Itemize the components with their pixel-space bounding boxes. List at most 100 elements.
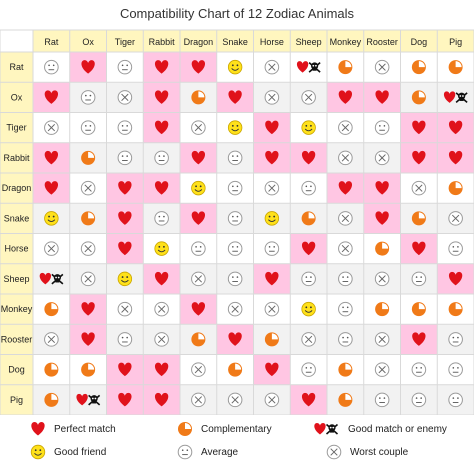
pie-chart-icon (375, 241, 390, 256)
cross-circle-icon (374, 271, 390, 287)
table-cell (400, 384, 438, 415)
table-cell (216, 82, 254, 113)
table-cell (437, 203, 474, 234)
cross-circle-icon (338, 241, 353, 256)
row-header: Rabbit (3, 153, 30, 163)
table-cell (363, 294, 401, 325)
table-cell (363, 233, 401, 264)
neutral-face-icon (177, 444, 193, 460)
column-header: Pig (449, 37, 462, 47)
legend-item-worst-couple: Worst couple (326, 444, 408, 460)
heart-icon (44, 181, 59, 195)
row-header-cell (0, 233, 33, 264)
table-cell (290, 52, 327, 83)
heart-icon (81, 332, 95, 346)
table-cell (180, 233, 217, 264)
cross-circle-icon (191, 120, 206, 135)
cross-circle-icon (264, 90, 280, 105)
heart-skull-icon (76, 393, 101, 406)
table-cell (106, 173, 144, 204)
heart-skull-icon (39, 272, 64, 285)
legend-label: Good match or enemy (348, 423, 447, 435)
legend-item-average: Average (177, 444, 238, 460)
column-header: Rooster (366, 37, 398, 47)
neutral-face-icon (227, 271, 243, 287)
table-cell (216, 263, 254, 294)
table-cell (253, 142, 291, 173)
pie-chart-icon (81, 211, 96, 226)
table-cell (253, 233, 291, 264)
pie-chart-icon (81, 362, 96, 377)
heart-icon (265, 271, 279, 286)
table-cell (290, 233, 327, 264)
heart-icon (265, 362, 279, 377)
row-header: Dragon (2, 183, 32, 193)
cross-circle-icon (374, 332, 390, 347)
cross-circle-icon (411, 180, 427, 196)
row-header: Snake (4, 213, 30, 223)
table-cell (290, 294, 327, 325)
table-cell (327, 324, 364, 355)
table-cell (290, 354, 327, 385)
table-cell (69, 324, 107, 355)
table-cell (437, 173, 474, 204)
table-cell (33, 233, 70, 264)
pie-chart-icon (375, 302, 390, 317)
table-cell (33, 263, 70, 294)
pie-chart-icon (44, 362, 59, 377)
row-header-cell (0, 354, 33, 385)
table-cell (33, 173, 70, 204)
table-cell (106, 82, 144, 113)
table-cell (216, 142, 254, 173)
smiley-face-icon (191, 180, 206, 196)
table-cell (33, 52, 70, 83)
pie-chart-icon (301, 211, 316, 226)
cross-circle-icon (264, 392, 280, 408)
heart-icon (375, 211, 389, 225)
table-cell (143, 203, 180, 234)
heart-icon (375, 90, 389, 104)
legend-label: Worst couple (350, 446, 409, 458)
table-cell (69, 354, 107, 385)
cross-circle-icon (191, 271, 206, 287)
table-cell (400, 203, 438, 234)
heart-icon (265, 150, 279, 165)
smiley-face-icon (227, 59, 243, 75)
table-cell (69, 294, 107, 325)
heart-icon (154, 181, 169, 195)
table-cell (69, 173, 107, 204)
table-cell (363, 52, 401, 83)
pie-chart-icon (338, 392, 353, 407)
table-cell (327, 354, 364, 385)
smiley-face-icon (44, 211, 59, 226)
heart-icon (31, 422, 45, 436)
heart-skull-icon (314, 423, 339, 435)
table-cell (363, 142, 401, 173)
table-cell (69, 112, 107, 143)
table-cell (327, 142, 364, 173)
table-cell (400, 263, 438, 294)
heart-icon (118, 211, 132, 225)
legend-label: Good friend (54, 446, 107, 458)
neutral-face-icon (448, 241, 463, 256)
neutral-face-icon (338, 301, 353, 317)
table-cell (180, 142, 217, 173)
row-header: Rooster (1, 334, 33, 344)
table-cell (437, 112, 474, 143)
row-header-cell (0, 203, 33, 234)
heart-icon (301, 241, 316, 256)
heart-icon (301, 392, 316, 407)
table-cell (180, 324, 217, 355)
pie-chart-icon (411, 211, 426, 226)
table-cell (253, 52, 291, 83)
neutral-face-icon (448, 362, 463, 377)
cross-circle-icon (44, 332, 59, 347)
cross-circle-icon (264, 59, 280, 75)
heart-icon (191, 302, 206, 316)
table-cell (400, 354, 438, 385)
legend-label: Complementary (201, 423, 272, 435)
cross-circle-icon (44, 120, 59, 135)
neutral-face-icon (411, 392, 427, 408)
heart-icon (412, 120, 426, 135)
table-cell (327, 173, 364, 204)
